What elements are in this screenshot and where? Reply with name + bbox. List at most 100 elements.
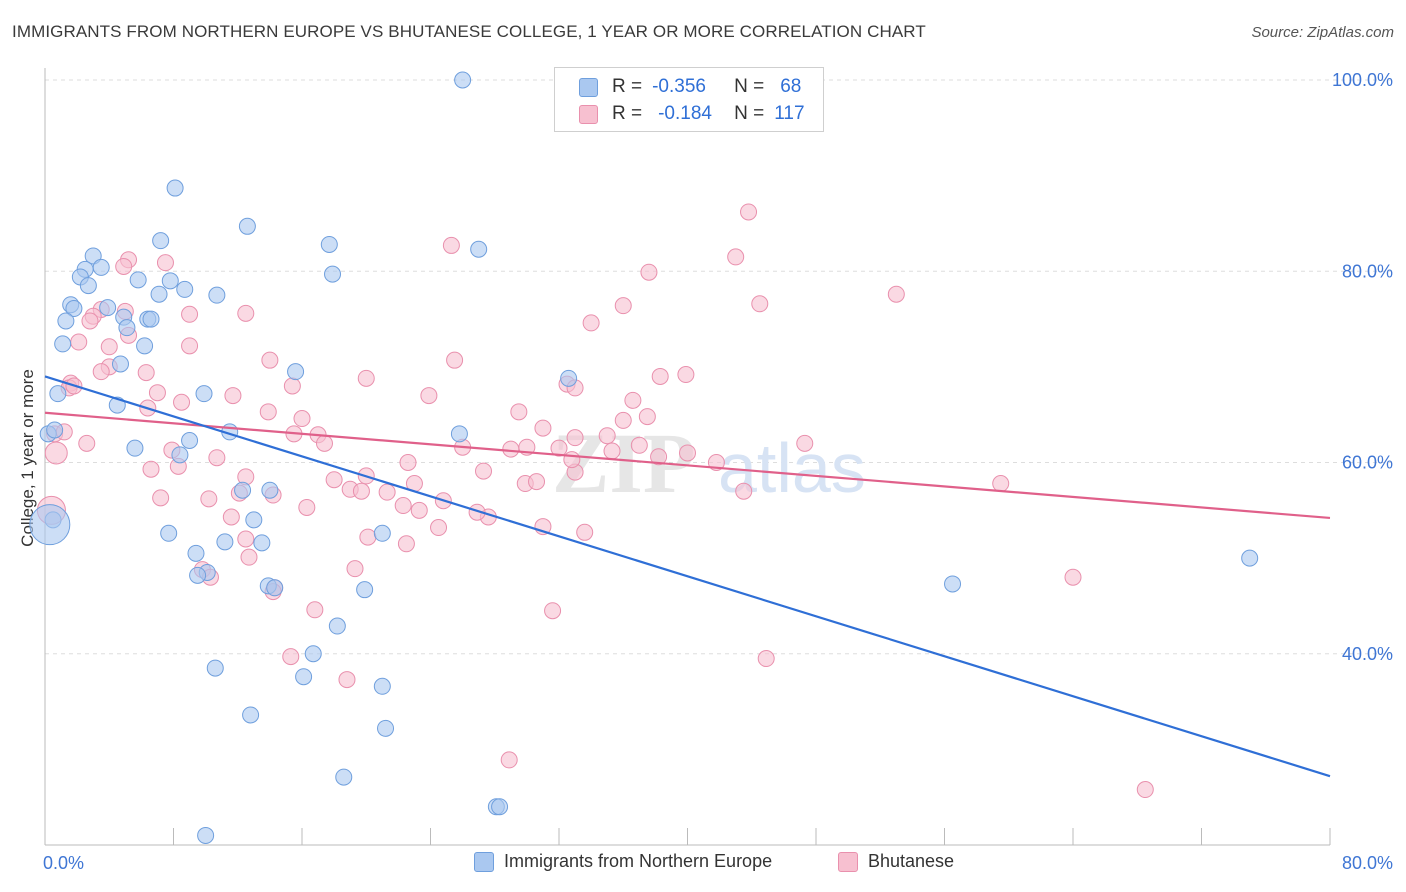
northern-europe-point xyxy=(79,277,97,295)
bhutanese-point xyxy=(399,454,417,471)
bhutanese-point xyxy=(534,419,552,437)
bhutanese-point xyxy=(679,444,696,462)
bhutanese-point xyxy=(727,248,745,266)
bhutanese-point xyxy=(442,236,460,254)
northern-europe-point xyxy=(261,481,279,499)
bhutanese-point xyxy=(420,387,438,405)
northern-europe-point xyxy=(208,286,226,304)
northern-europe-point xyxy=(491,798,509,816)
legend-row-northern-europe: R = -0.356 N = 68 xyxy=(579,75,801,99)
northern-europe-point xyxy=(287,363,305,381)
bhutanese-point xyxy=(357,369,375,387)
legend-n-value: 117 xyxy=(774,103,805,124)
bhutanese-point xyxy=(315,434,333,452)
northern-europe-point xyxy=(245,511,263,529)
bhutanese-point xyxy=(359,528,377,546)
bhutanese-point xyxy=(148,384,166,402)
bhutanese-point xyxy=(598,427,616,445)
northern-europe-point xyxy=(171,446,189,464)
northern-europe-point xyxy=(560,369,578,387)
legend-row-bhutanese: R = -0.184 N = 117 xyxy=(579,102,805,126)
bhutanese-point xyxy=(550,439,568,457)
northern-europe-point xyxy=(320,235,338,253)
northern-europe-point xyxy=(304,645,322,663)
bhutanese-point xyxy=(378,483,396,501)
bhutanese-point xyxy=(735,482,753,500)
northern-europe-point xyxy=(266,579,284,597)
bhutanese-point xyxy=(181,337,199,355)
bhutanese-point xyxy=(152,489,170,507)
bhutanese-point xyxy=(81,312,99,330)
bhutanese-point xyxy=(224,387,242,405)
northern-europe-point xyxy=(136,337,154,355)
y-tick-label: 100.0% xyxy=(1332,70,1393,90)
bhutanese-point xyxy=(283,377,301,395)
bhutanese-point xyxy=(500,751,518,769)
northern-europe-point xyxy=(161,272,179,290)
y-tick-label: 60.0% xyxy=(1342,453,1393,473)
northern-europe-point xyxy=(181,432,199,450)
northern-europe-point xyxy=(54,335,72,353)
northern-europe-point xyxy=(470,240,488,258)
northern-europe-point xyxy=(242,706,260,724)
northern-europe-point xyxy=(166,179,184,197)
northern-europe-point xyxy=(377,719,395,737)
northern-europe-point xyxy=(195,385,213,403)
bhutanese-point xyxy=(78,434,96,452)
bhutanese-point xyxy=(614,297,632,315)
bhutanese-point xyxy=(475,462,493,480)
legend-r-value: -0.356 xyxy=(652,76,706,97)
bhutanese-point xyxy=(566,429,584,447)
bhutanese-point xyxy=(44,441,68,465)
x-tick-label: 0.0% xyxy=(43,853,84,873)
bhutanese-point xyxy=(740,203,758,221)
bhutanese-point xyxy=(325,471,343,489)
bhutanese-point xyxy=(528,473,546,491)
bhutanese-point xyxy=(397,535,415,553)
bhutanese-point xyxy=(259,403,277,421)
bhutanese-point xyxy=(410,501,428,519)
northern-europe-point xyxy=(92,258,110,276)
bhutanese-point xyxy=(677,366,695,384)
bhutanese-point xyxy=(992,475,1010,493)
bhutanese-point xyxy=(603,442,621,460)
bhutanese-point xyxy=(352,482,370,500)
bhutanese-point xyxy=(638,408,656,426)
bhutanese-point xyxy=(582,314,600,332)
bottom-legend-label: Bhutanese xyxy=(868,851,955,871)
northern-europe-point xyxy=(46,421,64,439)
legend-r-label: R = xyxy=(612,103,643,124)
bhutanese-point xyxy=(237,530,255,548)
northern-europe-point xyxy=(944,575,962,593)
northern-europe-point xyxy=(176,280,194,298)
x-tick-label: 80.0% xyxy=(1342,853,1393,873)
bhutanese-point xyxy=(100,338,118,356)
bottom-legend-swatch-pink xyxy=(838,851,858,872)
bhutanese-point xyxy=(181,305,199,323)
northern-europe-point xyxy=(206,659,224,677)
bhutanese-point xyxy=(651,367,669,385)
northern-europe-point xyxy=(450,425,468,443)
bhutanese-point xyxy=(293,410,311,428)
northern-europe-point xyxy=(189,566,207,584)
bhutanese-point xyxy=(544,602,562,620)
bhutanese-point xyxy=(346,560,364,578)
legend-n-label: N = xyxy=(734,76,765,97)
legend-r-label: R = xyxy=(612,76,643,97)
northern-europe-point xyxy=(99,299,117,317)
bhutanese-point xyxy=(338,671,356,689)
northern-europe-point xyxy=(118,319,136,337)
bhutanese-point xyxy=(237,304,255,322)
bottom-legend-northern-europe: Immigrants from Northern Europe xyxy=(474,851,772,872)
chart-title: IMMIGRANTS FROM NORTHERN EUROPE VS BHUTA… xyxy=(12,22,926,41)
bhutanese-point xyxy=(222,508,240,526)
bhutanese-point xyxy=(502,440,520,458)
bhutanese-point xyxy=(510,403,528,421)
bhutanese-point xyxy=(650,448,668,466)
bhutanese-point xyxy=(240,548,258,566)
northern-europe-point xyxy=(150,285,168,303)
bhutanese-point xyxy=(1136,781,1154,799)
northern-europe-point xyxy=(57,312,75,330)
northern-europe-point xyxy=(356,581,374,599)
